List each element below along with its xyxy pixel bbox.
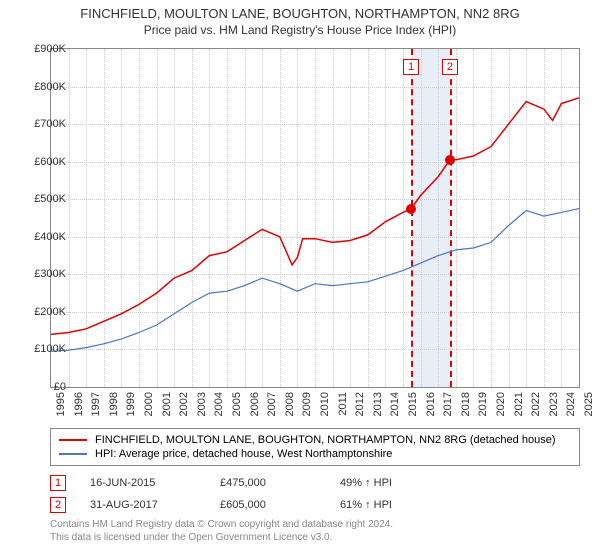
x-tick-label: 2006 [249,392,261,416]
series-line [51,209,579,352]
event-pct-1: 61% ↑ HPI [340,499,460,511]
x-tick-label: 2013 [372,392,384,416]
x-tick-label: 2018 [460,392,472,416]
footer-line1: Contains HM Land Registry data © Crown c… [50,518,393,531]
y-tick-label: £800K [22,81,66,93]
marker [445,155,455,165]
x-tick-label: 2025 [583,392,595,416]
x-tick-label: 1997 [90,392,102,416]
y-tick-label: £600K [22,156,66,168]
title-line2: Price paid vs. HM Land Registry's House … [0,23,600,37]
x-tick-label: 2007 [266,392,278,416]
x-tick-label: 1998 [108,392,120,416]
y-tick-label: £200K [22,306,66,318]
x-tick-label: 2009 [301,392,313,416]
legend-label-0: FINCHFIELD, MOULTON LANE, BOUGHTON, NORT… [95,434,555,446]
x-tick-label: 2021 [513,392,525,416]
event-price-1: £605,000 [220,499,340,511]
title-line1: FINCHFIELD, MOULTON LANE, BOUGHTON, NORT… [0,6,600,21]
x-tick-label: 2017 [442,392,454,416]
y-tick-label: £400K [22,231,66,243]
footer-line2: This data is licensed under the Open Gov… [50,531,393,544]
events-table: 1 16-JUN-2015 £475,000 49% ↑ HPI 2 31-AU… [50,472,580,516]
event-row-0: 1 16-JUN-2015 £475,000 49% ↑ HPI [50,472,580,494]
event-label-2: 2 [442,59,458,75]
x-tick-label: 2012 [354,392,366,416]
title-block: FINCHFIELD, MOULTON LANE, BOUGHTON, NORT… [0,0,600,37]
x-tick-label: 2004 [213,392,225,416]
x-tick-label: 2019 [477,392,489,416]
x-tick-label: 2005 [231,392,243,416]
x-tick-label: 2023 [548,392,560,416]
x-tick-label: 1999 [125,392,137,416]
legend-item-0: FINCHFIELD, MOULTON LANE, BOUGHTON, NORT… [59,433,571,447]
x-tick-label: 2011 [337,392,349,416]
x-tick-label: 2015 [407,392,419,416]
event-date-0: 16-JUN-2015 [90,477,220,489]
legend-label-1: HPI: Average price, detached house, West… [95,448,392,460]
event-num-0: 1 [50,475,66,491]
chart-container: FINCHFIELD, MOULTON LANE, BOUGHTON, NORT… [0,0,600,560]
event-row-1: 2 31-AUG-2017 £605,000 61% ↑ HPI [50,494,580,516]
footer: Contains HM Land Registry data © Crown c… [50,518,393,544]
series-line [51,98,579,335]
event-price-0: £475,000 [220,477,340,489]
y-tick-label: £700K [22,118,66,130]
series-lines [51,49,579,387]
x-tick-label: 2010 [319,392,331,416]
legend-swatch-1 [59,453,87,455]
event-num-1: 2 [50,497,66,513]
x-tick-label: 2001 [161,392,173,416]
y-tick-label: £100K [22,343,66,355]
x-tick-label: 1996 [73,392,85,416]
y-tick-label: £900K [22,43,66,55]
legend-item-1: HPI: Average price, detached house, West… [59,447,571,461]
x-tick-label: 2003 [196,392,208,416]
event-pct-0: 49% ↑ HPI [340,477,460,489]
x-tick-label: 2002 [178,392,190,416]
x-tick-label: 1995 [55,392,67,416]
x-tick-label: 2000 [143,392,155,416]
event-label-1: 1 [403,59,419,75]
x-tick-label: 2024 [565,392,577,416]
marker [406,204,416,214]
x-tick-label: 2014 [389,392,401,416]
x-tick-label: 2016 [425,392,437,416]
x-tick-label: 2008 [284,392,296,416]
y-tick-label: £300K [22,268,66,280]
legend: FINCHFIELD, MOULTON LANE, BOUGHTON, NORT… [50,428,580,466]
plot-area: 12 [50,48,580,388]
x-tick-label: 2022 [530,392,542,416]
y-tick-label: £500K [22,193,66,205]
legend-swatch-0 [59,439,87,441]
event-date-1: 31-AUG-2017 [90,499,220,511]
x-tick-label: 2020 [495,392,507,416]
